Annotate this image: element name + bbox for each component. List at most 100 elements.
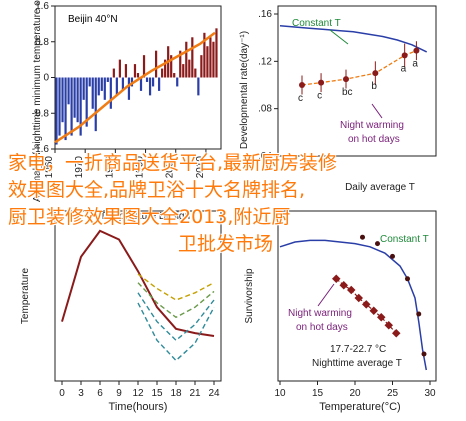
x-tick-label: 15 xyxy=(312,388,324,399)
annotation-night-warming: Night warming xyxy=(340,120,404,131)
bar xyxy=(173,73,176,78)
dashed-temperature-line xyxy=(137,282,215,319)
bar xyxy=(82,77,85,100)
dashed-temperature-line xyxy=(137,302,215,362)
solid-temperature-line xyxy=(61,229,215,337)
x-tick-label: 12 xyxy=(132,388,144,399)
data-point xyxy=(413,47,420,54)
panel-survivorship: Survivorship Temperature(°C) 10 15 20 25 30 … xyxy=(244,210,437,413)
y-tick-labels: .04 .08 .12 .16 xyxy=(258,9,278,162)
y-axis-label: Anomaly of nighttime minimum temperature… xyxy=(32,0,43,202)
diamond-point xyxy=(332,274,341,284)
data-point xyxy=(372,70,379,77)
bar xyxy=(212,41,215,78)
annotation-constant-t: Constant T xyxy=(292,18,341,29)
plot-frame xyxy=(277,5,437,157)
bar xyxy=(109,77,112,109)
x-axis-label: Daily average T xyxy=(345,182,415,193)
bar xyxy=(103,77,106,100)
y-axis-label: Survivorship xyxy=(244,268,255,323)
x-tick-label: 3 xyxy=(78,388,84,399)
bar xyxy=(79,77,82,136)
bar xyxy=(155,50,158,78)
plot-frame xyxy=(277,210,437,382)
y-tick-labels: -1.6 -0.8 0 0.8 1.6 xyxy=(32,1,55,155)
bar xyxy=(209,37,212,78)
annotation-nighttime-avg: Nighttime average T xyxy=(312,358,402,369)
chart-title: Temperature Design xyxy=(100,211,190,222)
data-point xyxy=(421,351,427,357)
bar xyxy=(170,55,173,78)
point-label: c xyxy=(317,91,322,102)
bar xyxy=(55,77,58,145)
data-point xyxy=(299,82,305,88)
bar xyxy=(115,77,118,96)
bar xyxy=(76,77,79,123)
diamond-point xyxy=(362,300,371,309)
diamond-point xyxy=(354,293,363,303)
bar xyxy=(64,77,67,141)
y-tick-label: .12 xyxy=(258,56,272,67)
diamond-point xyxy=(339,280,348,290)
bar xyxy=(188,59,191,78)
bar xyxy=(179,50,182,78)
x-tick-label: 18 xyxy=(170,388,182,399)
chart-title: Beijin 40°N xyxy=(68,14,118,25)
annotation-night-warming: Night warming xyxy=(288,308,352,319)
bar xyxy=(130,77,134,87)
bar xyxy=(100,77,103,91)
bar xyxy=(194,68,197,78)
trend-line xyxy=(54,31,216,144)
dashed-temperature-line xyxy=(137,273,215,301)
panel-nighttime-anomaly: Anomaly of nighttime minimum temperature… xyxy=(32,0,222,202)
x-tick-label: 10 xyxy=(274,388,286,399)
temperature-lines xyxy=(61,229,215,362)
bar xyxy=(176,77,179,87)
annotation-hot-days: on hot days xyxy=(296,322,348,333)
x-tick-label: 1990 xyxy=(135,156,146,179)
bar xyxy=(58,77,61,136)
x-tick-labels: 0 3 6 9 12 15 18 21 24 xyxy=(59,381,220,399)
bar xyxy=(203,32,206,78)
x-tick-label: 21 xyxy=(189,388,201,399)
diamond-point xyxy=(377,312,386,322)
y-tick-label: 0.8 xyxy=(35,37,49,48)
x-tick-label: 15 xyxy=(151,388,163,399)
bar xyxy=(142,55,146,78)
data-point xyxy=(390,253,395,259)
bar xyxy=(200,55,203,78)
dashed-temperature-line xyxy=(137,292,215,342)
bar xyxy=(133,64,137,78)
panel-developmental-rate: Developmental rate(day⁻¹) Daily average … xyxy=(239,5,437,193)
y-tick-label: -0.8 xyxy=(32,108,50,119)
panel-temperature-design: Temperature Time(hours) Temperature Desi… xyxy=(20,210,222,413)
data-point xyxy=(360,234,365,240)
constant-t-line xyxy=(279,239,428,371)
bar xyxy=(185,41,188,78)
bar xyxy=(197,77,200,96)
bar xyxy=(121,77,124,91)
bar xyxy=(73,77,76,118)
x-tick-labels: 1960 1970 1980 1990 2000 2010 xyxy=(44,149,207,179)
annotation-arrow xyxy=(329,29,349,45)
bar xyxy=(91,77,94,109)
diamond-point xyxy=(384,320,393,330)
x-tick-label: 2010 xyxy=(195,156,206,179)
bar xyxy=(215,28,218,78)
x-tick-label: 9 xyxy=(116,388,122,399)
bar xyxy=(191,37,194,78)
data-point xyxy=(405,276,410,282)
y-axis-label: Developmental rate(day⁻¹) xyxy=(239,31,250,149)
bar xyxy=(151,77,155,87)
y-tick-label: .04 xyxy=(258,151,272,162)
bar xyxy=(145,77,149,82)
bar xyxy=(158,77,161,91)
point-label: a xyxy=(401,63,407,74)
x-tick-label: 2000 xyxy=(165,156,176,179)
bar-series xyxy=(55,28,218,145)
y-tick-label: .16 xyxy=(258,9,272,20)
y-tick-label: -1.6 xyxy=(32,144,50,155)
x-tick-label: 24 xyxy=(208,388,220,399)
data-point xyxy=(318,79,325,86)
x-tick-label: 25 xyxy=(387,388,399,399)
